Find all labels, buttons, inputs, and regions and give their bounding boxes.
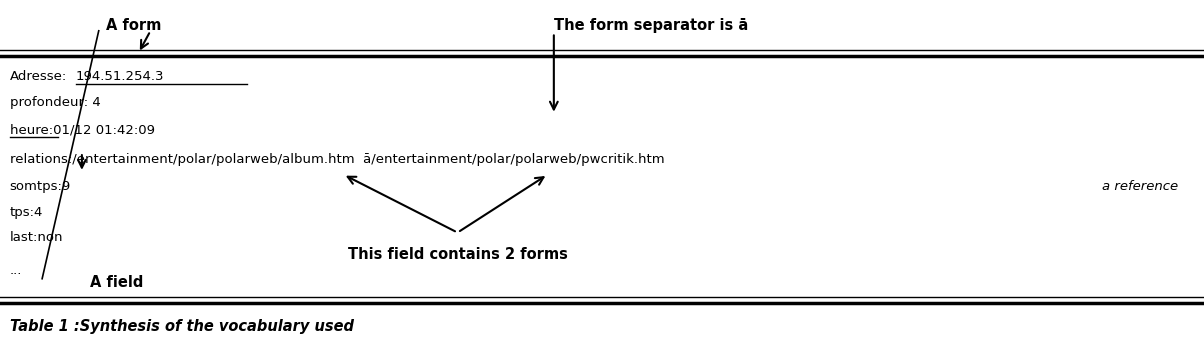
Text: last:non: last:non (10, 231, 63, 244)
Text: profondeur: 4: profondeur: 4 (10, 96, 100, 109)
Text: heure:01/12 01:42:09: heure:01/12 01:42:09 (10, 123, 154, 136)
Text: The form separator is ā: The form separator is ā (554, 18, 748, 33)
Text: a reference: a reference (1102, 180, 1178, 193)
Text: Adresse:: Adresse: (10, 70, 67, 83)
Text: 194.51.254.3: 194.51.254.3 (76, 70, 165, 83)
Text: A form: A form (106, 18, 161, 33)
Text: Table 1 :Synthesis of the vocabulary used: Table 1 :Synthesis of the vocabulary use… (10, 319, 354, 334)
Text: tps:4: tps:4 (10, 206, 43, 219)
Text: A field: A field (90, 275, 143, 290)
Text: This field contains 2 forms: This field contains 2 forms (348, 247, 567, 262)
Text: relations:/entertainment/polar/polarweb/album.htm  ā/entertainment/polar/polarwe: relations:/entertainment/polar/polarweb/… (10, 153, 665, 166)
Text: somtps:9: somtps:9 (10, 180, 71, 193)
Text: ...: ... (10, 264, 22, 277)
